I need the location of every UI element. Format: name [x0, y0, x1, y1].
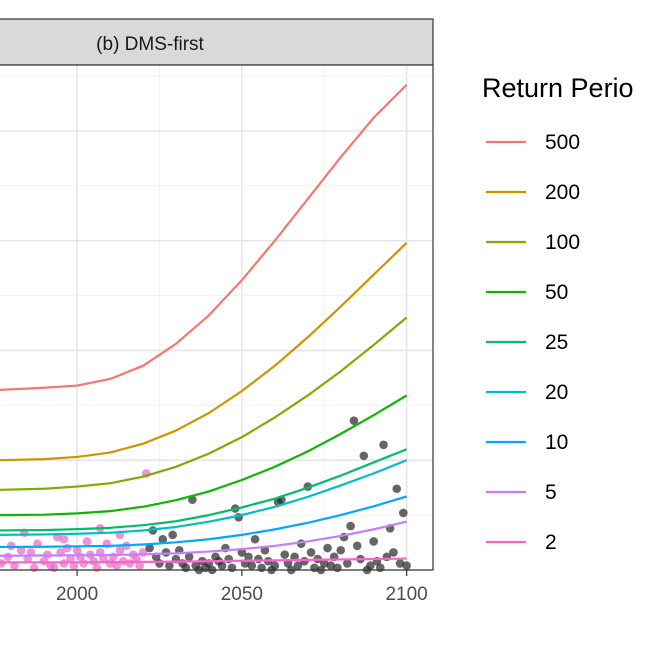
- observed-point-dark: [319, 559, 329, 568]
- facet-label: (b) DMS-first: [96, 34, 204, 55]
- observed-point-pink: [49, 563, 59, 573]
- series-line-200: [0, 242, 408, 462]
- legend-label-10: 10: [545, 431, 568, 454]
- observed-point-dark: [145, 543, 154, 553]
- observed-point-dark: [161, 548, 171, 557]
- observed-point-pink: [66, 554, 75, 564]
- observed-point-dark: [366, 561, 375, 570]
- plot-panel: [0, 64, 434, 575]
- observed-point-dark: [247, 561, 257, 570]
- legend-title: Return Perio: [482, 73, 634, 103]
- observed-point-dark: [244, 552, 253, 562]
- observed-point-dark: [349, 416, 359, 425]
- observed-point-dark: [379, 440, 388, 450]
- legend-items: 500 200 100 50 25 20 10 5 2: [486, 131, 580, 554]
- legend-label-25: 25: [545, 331, 568, 354]
- legend-label-5: 5: [545, 481, 557, 504]
- observed-point-dark: [293, 561, 303, 570]
- observed-point-pink: [115, 545, 125, 555]
- observed-point-dark: [254, 554, 263, 564]
- observed-point-dark: [375, 563, 385, 573]
- observed-point-pink: [59, 534, 69, 544]
- observed-point-dark: [155, 559, 164, 568]
- observed-point-dark: [188, 495, 197, 505]
- facet-strip: (b) DMS-first: [0, 18, 434, 66]
- legend-label-20: 20: [545, 381, 568, 404]
- observed-point-dark: [280, 550, 290, 559]
- series-line-500: [0, 83, 408, 391]
- observed-point-dark: [270, 561, 280, 570]
- x-axis: 2000 2050 2100: [56, 570, 428, 605]
- series-line-5: [0, 520, 407, 557]
- observed-point-dark: [184, 552, 194, 562]
- x-tick-label: 2050: [221, 584, 263, 605]
- legend-label-50: 50: [545, 281, 568, 304]
- series-line-25: [0, 448, 408, 532]
- observed-point-dark: [257, 563, 266, 573]
- observed-point-dark: [165, 561, 174, 570]
- legend: Return Perio 500 200 100 50 25 20 10 5 2: [482, 73, 634, 554]
- observed-point-dark: [181, 563, 191, 573]
- series-line-2: [0, 557, 407, 564]
- observed-point-dark: [399, 508, 408, 518]
- observed-point-dark: [300, 556, 309, 566]
- x-tick-label: 2000: [56, 584, 98, 605]
- observed-point-dark: [306, 548, 316, 557]
- observed-point-pink: [135, 561, 145, 570]
- facet-strip-background: [0, 18, 434, 66]
- x-tick-label: 2100: [385, 584, 427, 605]
- observed-point-pink: [82, 537, 92, 546]
- observed-point-pink: [79, 559, 88, 568]
- observed-point-dark: [217, 561, 227, 570]
- series-line-100: [0, 316, 408, 491]
- series-line-20: [0, 459, 408, 536]
- observed-point-dark: [359, 451, 369, 461]
- observed-point-dark: [227, 563, 237, 573]
- legend-label-500: 500: [545, 131, 580, 154]
- series-line-50: [0, 394, 408, 517]
- observed-point-dark: [343, 559, 352, 568]
- observed-point-pink: [23, 554, 32, 564]
- legend-label-200: 200: [545, 181, 580, 204]
- observed-point-pink: [92, 563, 102, 573]
- grid-lines: [0, 65, 433, 571]
- observed-point-dark: [250, 534, 260, 544]
- observed-point-dark: [395, 559, 405, 568]
- observed-point-dark: [346, 521, 355, 531]
- observed-point-dark: [326, 561, 336, 570]
- observed-point-pink: [112, 561, 121, 570]
- observed-point-pink: [29, 563, 39, 573]
- observed-point-pink: [109, 552, 118, 562]
- observed-point-dark: [336, 545, 346, 555]
- observed-point-dark: [402, 561, 411, 570]
- observed-point-dark: [392, 484, 402, 494]
- panel-background: [0, 65, 433, 570]
- return-period-lines: [0, 83, 408, 564]
- observed-point-dark: [389, 548, 398, 557]
- observed-point-dark: [352, 541, 362, 551]
- series-line-10: [0, 495, 407, 549]
- observed-point-dark: [323, 543, 332, 553]
- observed-point-pink: [3, 552, 13, 562]
- legend-label-2: 2: [545, 531, 557, 554]
- observed-point-dark: [158, 534, 168, 544]
- observed-point-pink: [10, 561, 19, 570]
- legend-label-100: 100: [545, 231, 580, 254]
- observed-point-dark: [369, 537, 378, 546]
- panel-border: [0, 64, 434, 571]
- observed-point-pink: [62, 543, 72, 553]
- observed-point-pink: [69, 561, 79, 570]
- observed-point-pink: [72, 545, 82, 555]
- observed-point-dark: [168, 530, 177, 540]
- observed-point-pink: [16, 545, 26, 555]
- observed-point-dark: [333, 563, 342, 573]
